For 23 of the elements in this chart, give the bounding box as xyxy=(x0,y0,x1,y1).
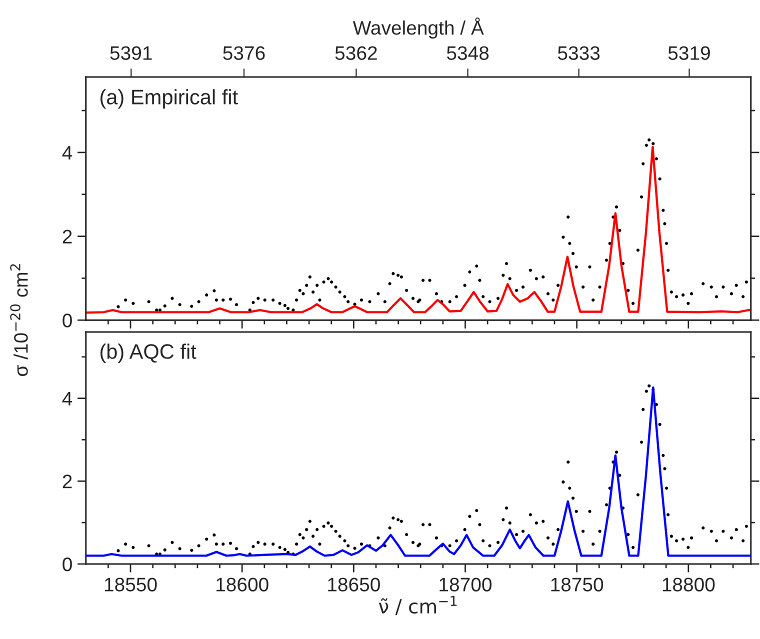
x-axis-title: ν̃ / cm$^{−1}$ xyxy=(378,596,457,616)
x2-tick-label: 5333 xyxy=(558,46,600,60)
y-tick-label: 4 xyxy=(62,392,72,406)
x-tick-label: 18800 xyxy=(662,578,715,592)
annotation: (a) Empirical fit xyxy=(100,89,238,109)
x2-tick-label: 5362 xyxy=(335,46,377,60)
x2-tick-label: 5348 xyxy=(446,46,489,60)
y-tick-label: 0 xyxy=(62,557,72,572)
x-tick-label: 18750 xyxy=(551,578,604,592)
y-axis-title: σ /10$^{−20}$ cm$^{2}$ xyxy=(10,264,28,376)
y-tick-label: 2 xyxy=(62,474,72,488)
y-tick-label: 4 xyxy=(62,146,72,160)
x-tick-label: 18600 xyxy=(216,578,268,592)
x-tick-label: 18650 xyxy=(328,578,380,592)
x2-tick-label: 5376 xyxy=(223,46,265,60)
x2-tick-label: 5391 xyxy=(110,46,152,60)
x-tick-label: 18700 xyxy=(440,578,492,592)
x2-axis-title: Wavelength / Å xyxy=(352,18,484,39)
x-tick-label: 18550 xyxy=(104,578,157,592)
y-tick-label: 2 xyxy=(62,230,72,244)
annotation: (b) AQC fit xyxy=(100,344,196,364)
y-tick-label: 0 xyxy=(62,314,72,328)
x2-tick-label: 5319 xyxy=(668,46,710,60)
